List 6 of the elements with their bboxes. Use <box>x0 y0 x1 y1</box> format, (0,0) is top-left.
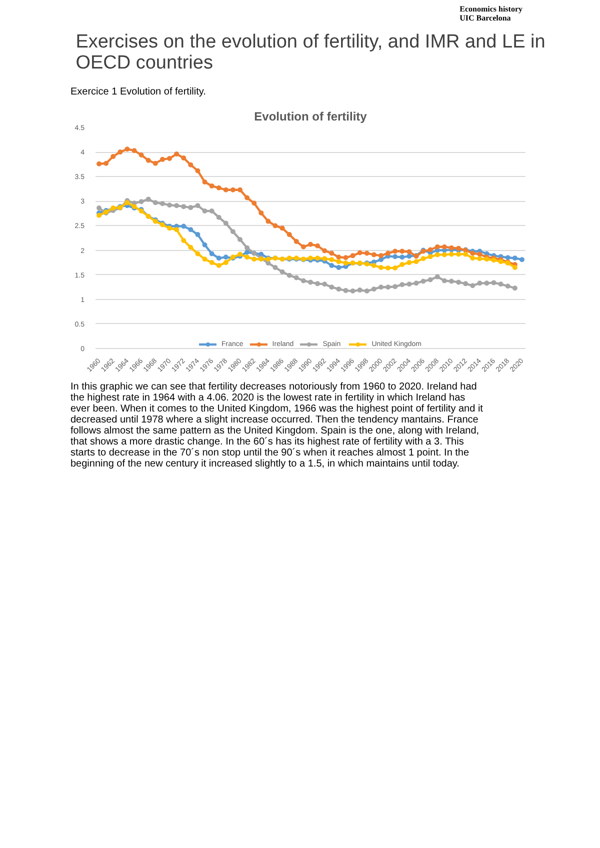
chart-title: Evolution of fertility <box>254 110 368 124</box>
text: Exercises on the evolution of fertility, and IMR and LE in OECD countries <box>76 32 546 74</box>
text: In this graphic we can see that fertility decreases notoriously from 1960 to 2020. Ireland had the highest rate in 1964 with a 4.06. 2020 is the lowest rate in fertility in which Ireland has ever been. When it comes to the United Kingdom, 1966 was the highest point of fertility and it decreased until 1978 where a slight increase occurred. Then the tendency mantains. France follows almost the same pattern as the United Kingdom. Spain is the one, along with Ireland, that shows a more drastic change. In the 60´s has its highest rate of fertility with a 3. This starts to decrease in the 70´s non stop until the 90´s when it reaches almost 1 point. In the beginning of the new century it increased slightly to a 1.5, in which maintains until today. <box>70 382 484 470</box>
text: UIC Barcelona <box>460 14 511 22</box>
text: Economics history <box>460 4 523 14</box>
text: Exercice 1 Evolution of fertility. <box>70 86 206 98</box>
